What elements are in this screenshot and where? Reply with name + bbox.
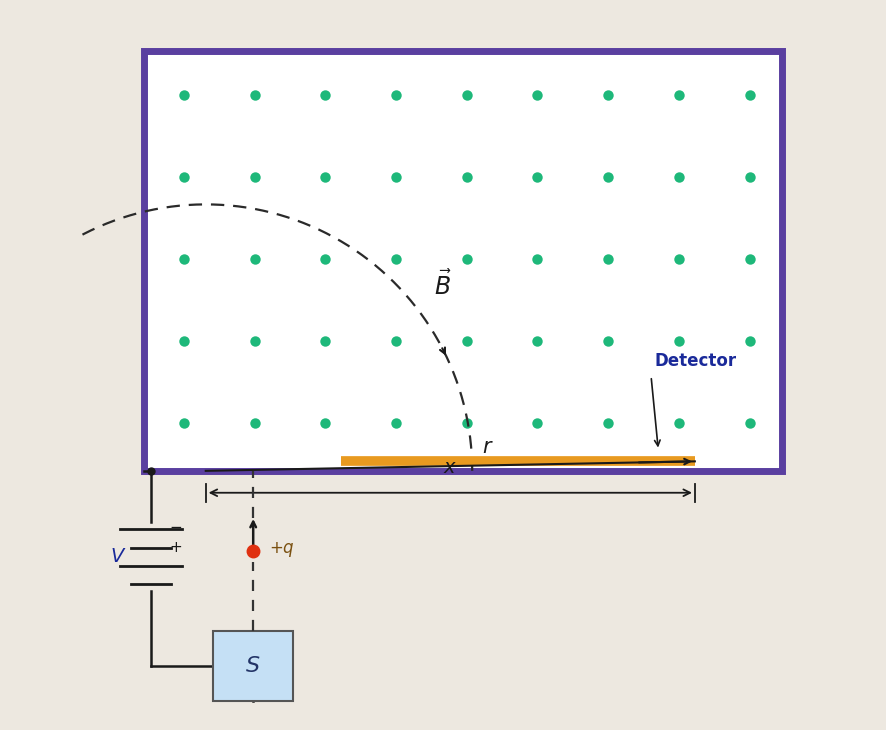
Text: $x$: $x$ <box>443 458 457 477</box>
Text: $-$: $-$ <box>169 518 183 533</box>
Text: $\vec{B}$: $\vec{B}$ <box>434 270 452 299</box>
Text: $V$: $V$ <box>110 547 127 566</box>
Bar <box>213 631 293 701</box>
Text: $r$: $r$ <box>482 437 494 458</box>
Text: Detector: Detector <box>655 353 737 370</box>
Text: $S$: $S$ <box>245 656 260 676</box>
Text: $+$: $+$ <box>169 540 183 555</box>
Bar <box>144 51 782 471</box>
Text: $+q$: $+q$ <box>269 540 295 559</box>
